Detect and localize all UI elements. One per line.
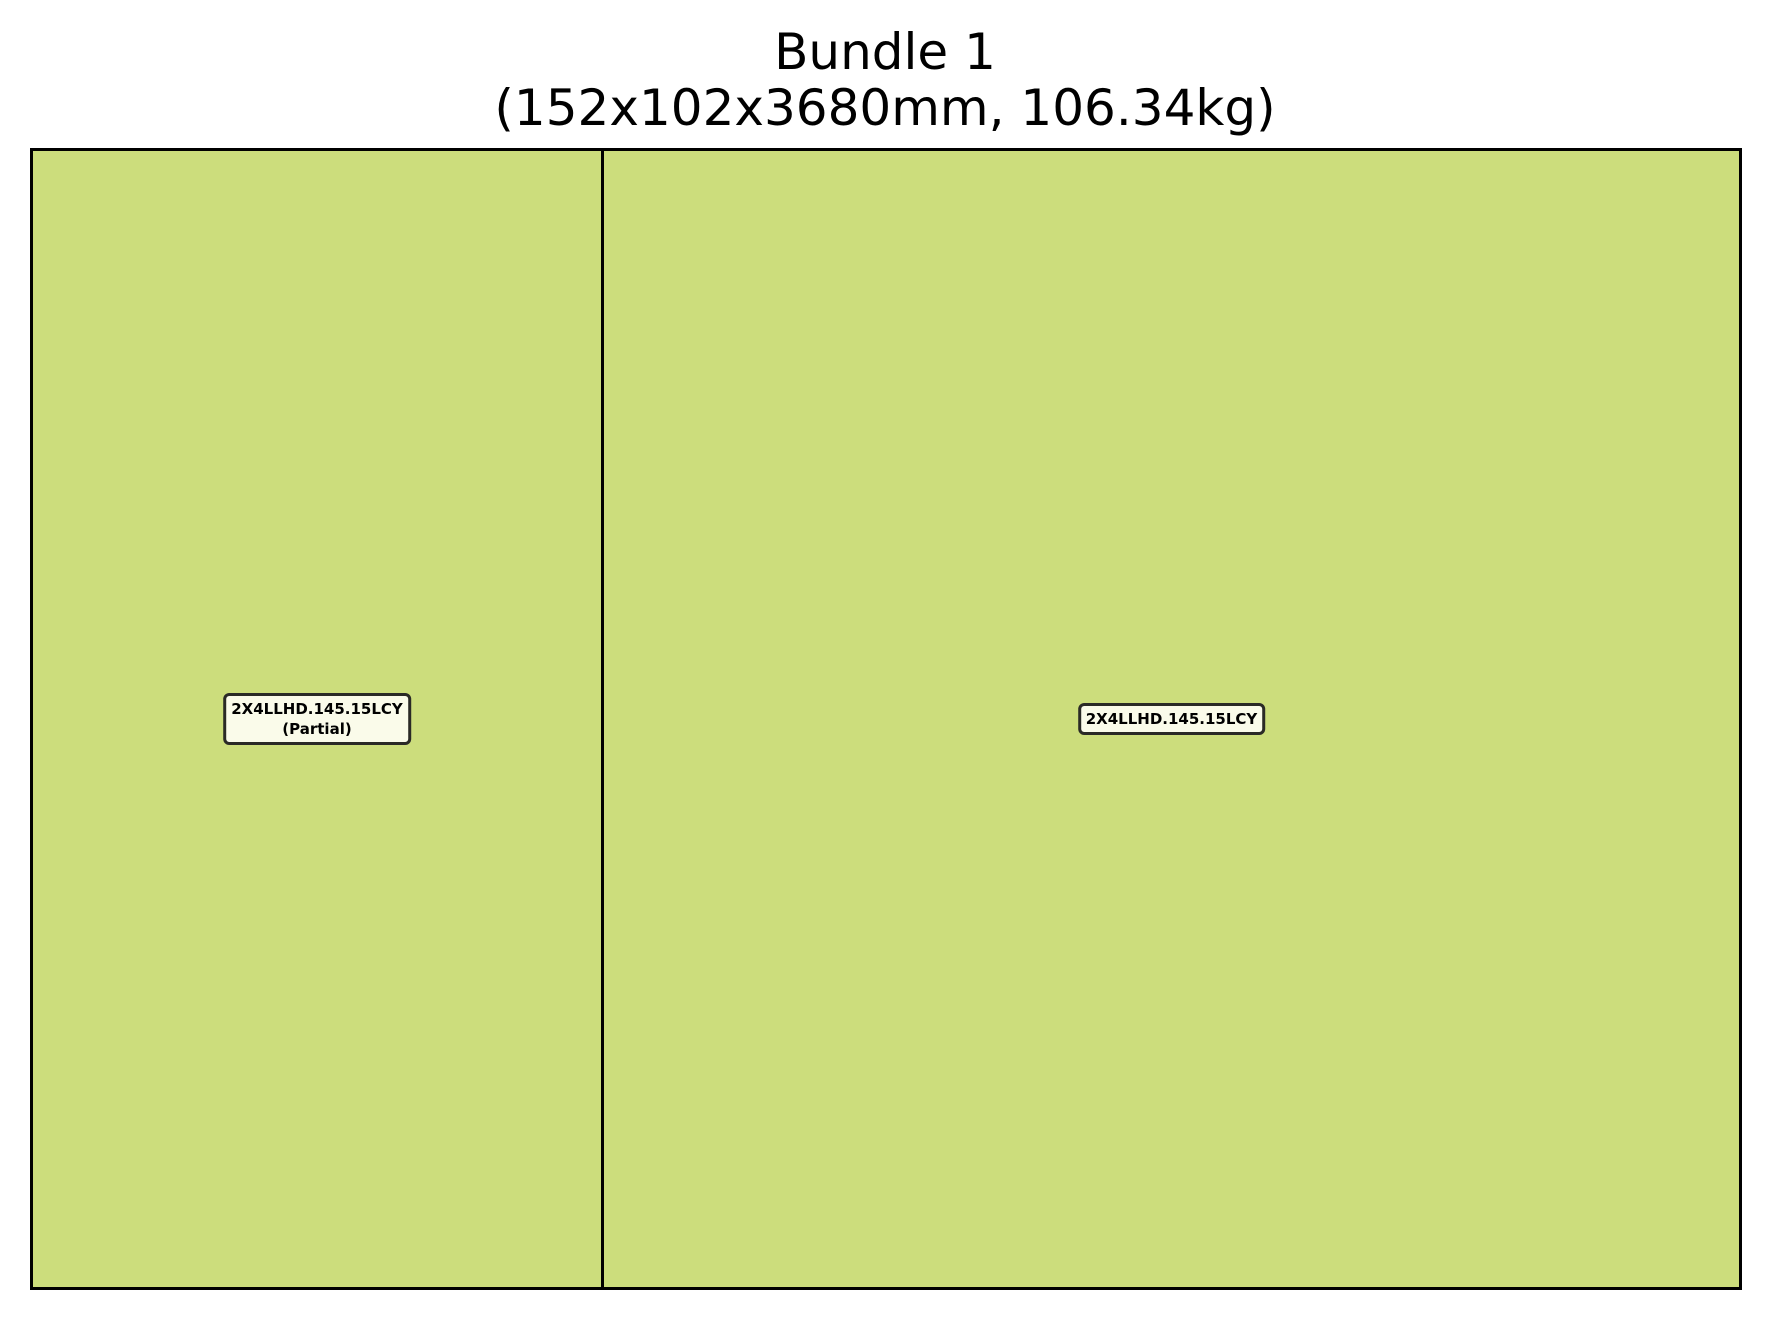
piece-label: 2X4LLHD.145.15LCY [1077,703,1266,735]
piece-partial: 2X4LLHD.145.15LCY (Partial) [33,151,604,1287]
piece-label: 2X4LLHD.145.15LCY (Partial) [223,693,411,745]
diagram-title: Bundle 1 [774,23,996,81]
piece-note: (Partial) [282,720,352,738]
diagram-subtitle: (152x102x3680mm, 106.34kg) [494,79,1276,137]
bundle-outline: 2X4LLHD.145.15LCY (Partial) 2X4LLHD.145.… [30,148,1742,1290]
piece-code: 2X4LLHD.145.15LCY [1085,710,1258,728]
piece-full: 2X4LLHD.145.15LCY [604,151,1739,1287]
piece-code: 2X4LLHD.145.15LCY [231,700,403,718]
